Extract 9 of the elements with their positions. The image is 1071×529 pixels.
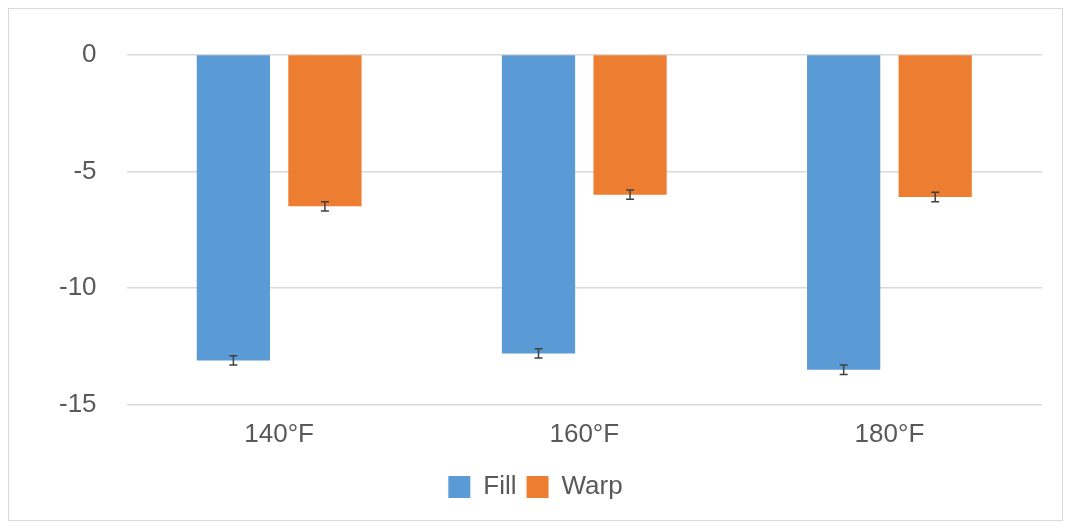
y-tick-label: -15 [59, 387, 97, 418]
x-tick-label: 180°F [854, 417, 925, 448]
y-tick-label: -5 [73, 154, 97, 185]
x-tick-label: 140°F [244, 417, 314, 448]
y-tick-label: -10 [59, 271, 97, 302]
x-tick-label: 160°F [549, 417, 620, 448]
y-tick-label: 0 [82, 37, 97, 68]
legend-label: Fill [483, 470, 517, 501]
legend-label: Warp [561, 470, 623, 501]
